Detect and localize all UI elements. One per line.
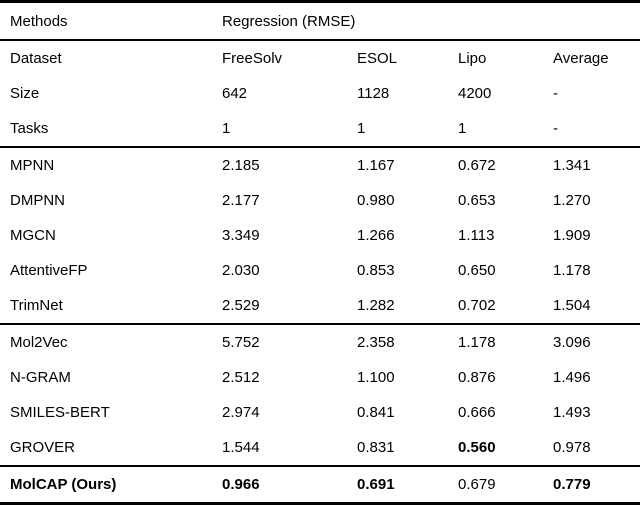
table-row: SMILES-BERT 2.974 0.841 0.666 1.493 [0, 395, 640, 430]
value-cell: 1.504 [553, 297, 591, 314]
value-cell: 0.831 [357, 439, 395, 456]
value-cell: 0.691 [357, 476, 395, 493]
methods-header-label: Methods [10, 12, 68, 30]
meta-row: Size 642 1128 4200 - [0, 76, 640, 111]
table-row: MolCAP (Ours) 0.966 0.691 0.679 0.779 [0, 466, 640, 504]
value-cell: 1.496 [553, 369, 591, 386]
row-label: MGCN [10, 227, 56, 244]
value-cell: 1.178 [458, 334, 496, 351]
header-row: Methods Regression (RMSE) [0, 2, 640, 41]
value-cell: 0.679 [458, 476, 496, 493]
value-cell: 1128 [357, 85, 390, 102]
row-label: Dataset [10, 50, 62, 67]
row-label: SMILES-BERT [10, 404, 110, 421]
value-cell: 1.341 [553, 157, 591, 174]
value-cell: 1.909 [553, 227, 591, 244]
value-cell: 1 [458, 120, 467, 137]
row-label: GROVER [10, 439, 76, 456]
value-cell: 2.974 [222, 404, 260, 421]
value-cell: - [553, 120, 558, 137]
value-cell: 0.841 [357, 404, 395, 421]
value-cell: 0.666 [458, 404, 496, 421]
value-cell: 1.178 [553, 262, 591, 279]
value-cell: 1 [357, 120, 366, 137]
value-cell: 1.544 [222, 439, 260, 456]
value-cell: 642 [222, 85, 248, 102]
value-cell: 4200 [458, 85, 492, 102]
value-cell: Average [553, 50, 609, 67]
regression-group-header-label: Regression (RMSE) [222, 12, 356, 30]
value-cell: 0.560 [458, 439, 496, 456]
table-row: Mol2Vec 5.752 2.358 1.178 3.096 [0, 324, 640, 360]
value-cell: 1 [222, 120, 231, 137]
value-cell: 0.853 [357, 262, 395, 279]
value-cell: 0.779 [553, 476, 591, 493]
table-row: N-GRAM 2.512 1.100 0.876 1.496 [0, 360, 640, 395]
row-label: Tasks [10, 120, 49, 137]
row-label: Size [10, 85, 40, 102]
value-cell: 0.966 [222, 476, 260, 493]
row-label: TrimNet [10, 297, 63, 314]
meta-row: Dataset FreeSolv ESOL Lipo Average [0, 40, 640, 76]
value-cell: Lipo [458, 50, 487, 67]
section-ours: MolCAP (Ours) 0.966 0.691 0.679 0.779 [0, 466, 640, 504]
row-label: AttentiveFP [10, 262, 88, 279]
value-cell: - [553, 85, 558, 102]
value-cell: 1.167 [357, 157, 395, 174]
value-cell: 0.978 [553, 439, 591, 456]
value-cell: 1.113 [458, 227, 495, 244]
value-cell: 2.030 [222, 262, 260, 279]
table-row: DMPNN 2.177 0.980 0.653 1.270 [0, 183, 640, 218]
row-label: Mol2Vec [10, 334, 68, 351]
table-row: GROVER 1.544 0.831 0.560 0.978 [0, 430, 640, 466]
table-header: Methods Regression (RMSE) [0, 2, 640, 41]
value-cell: 0.702 [458, 297, 496, 314]
value-cell: 1.100 [357, 369, 395, 386]
value-cell: 3.096 [553, 334, 591, 351]
value-cell: 3.349 [222, 227, 260, 244]
value-cell: 2.185 [222, 157, 260, 174]
section-pretrain-baselines: Mol2Vec 5.752 2.358 1.178 3.096 N-GRAM 2.512 1.… [0, 324, 640, 466]
table-row: MGCN 3.349 1.266 1.113 1.909 [0, 218, 640, 253]
table-row: AttentiveFP 2.030 0.853 0.650 1.178 [0, 253, 640, 288]
row-label: N-GRAM [10, 369, 71, 386]
section-graph-baselines: MPNN 2.185 1.167 0.672 1.341 DMPNN 2.177 0.980 0… [0, 147, 640, 324]
value-cell: 1.270 [553, 192, 591, 209]
value-cell: 1.266 [357, 227, 395, 244]
value-cell: 2.358 [357, 334, 395, 351]
row-label: DMPNN [10, 192, 65, 209]
row-label: MolCAP (Ours) [10, 476, 117, 493]
value-cell: FreeSolv [222, 50, 283, 67]
value-cell: ESOL [357, 50, 398, 67]
value-cell: 5.752 [222, 334, 260, 351]
value-cell: 0.980 [357, 192, 395, 209]
value-cell: 0.653 [458, 192, 496, 209]
row-label: MPNN [10, 157, 55, 174]
meta-section: Dataset FreeSolv ESOL Lipo Average Size 642 112… [0, 40, 640, 147]
value-cell: 1.493 [553, 404, 591, 421]
value-cell: 0.672 [458, 157, 496, 174]
value-cell: 2.177 [222, 192, 260, 209]
value-cell: 0.650 [458, 262, 496, 279]
value-cell: 1.282 [357, 297, 395, 314]
value-cell: 0.876 [458, 369, 496, 386]
value-cell: 2.512 [222, 369, 260, 386]
meta-row: Tasks 1 1 1 - [0, 111, 640, 147]
table-row: TrimNet 2.529 1.282 0.702 1.504 [0, 288, 640, 324]
value-cell: 2.529 [222, 297, 260, 314]
table-row: MPNN 2.185 1.167 0.672 1.341 [0, 147, 640, 183]
